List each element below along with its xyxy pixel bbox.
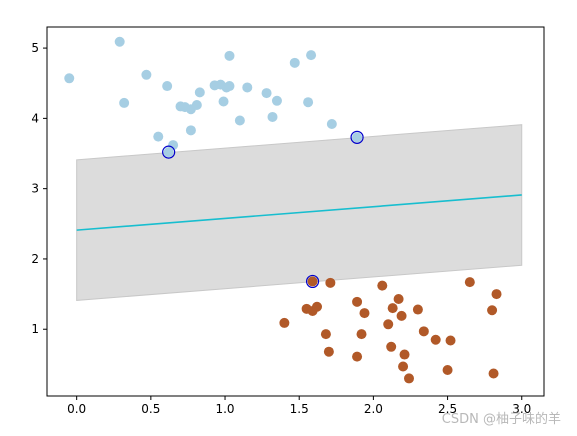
csdn-watermark: CSDN @柚子味的羊	[441, 412, 561, 427]
lower-cluster-point	[464, 277, 475, 288]
lower-cluster-point	[325, 277, 336, 288]
lower-cluster-point	[445, 335, 456, 346]
upper-cluster-point	[224, 81, 235, 92]
lower-cluster-point	[491, 289, 502, 300]
lower-cluster-point	[430, 334, 441, 345]
lower-cluster-point	[386, 341, 397, 352]
lower-cluster-point	[383, 319, 394, 330]
lower-cluster-point	[352, 296, 363, 307]
lower-cluster-point	[396, 310, 407, 321]
upper-cluster-point	[194, 87, 205, 98]
y-tick-label: 1	[31, 322, 39, 336]
lower-cluster-point	[442, 364, 453, 375]
lower-cluster-point	[320, 329, 331, 340]
x-tick-label: 1.5	[290, 402, 309, 416]
lower-cluster-point	[487, 305, 498, 316]
lower-cluster-point	[403, 373, 414, 384]
plot-area	[64, 36, 523, 384]
lower-cluster-point	[398, 361, 409, 372]
upper-cluster-point	[153, 131, 164, 142]
decision-boundary-line	[76, 194, 522, 231]
decision-line-layer	[76, 194, 522, 231]
lower-cluster-point	[387, 303, 398, 314]
upper-cluster-point	[185, 125, 196, 136]
x-tick-label: 1.0	[215, 402, 234, 416]
y-tick-label: 5	[31, 41, 39, 55]
lower-cluster-point	[412, 304, 423, 315]
y-axis-ticks: 1 2 3 4 5	[31, 41, 47, 336]
lower-cluster-point	[393, 294, 404, 305]
upper-cluster-point	[234, 115, 245, 126]
lower-cluster-point	[488, 368, 499, 379]
x-tick-label: 2.5	[438, 402, 457, 416]
x-tick-label: 2.0	[364, 402, 383, 416]
upper-cluster-point	[261, 88, 272, 99]
upper-cluster-point	[352, 132, 363, 143]
y-tick-label: 4	[31, 111, 39, 125]
lower-cluster-point	[359, 308, 370, 319]
x-tick-label: 0.5	[141, 402, 160, 416]
axes-frame	[46, 26, 545, 397]
upper-cluster-point	[326, 118, 337, 129]
upper-cluster-point	[271, 95, 282, 106]
support-vector-marker	[350, 130, 364, 144]
lower-cluster-point	[356, 329, 367, 340]
lower-cluster-point	[307, 276, 318, 287]
upper-cluster-point	[218, 96, 229, 107]
support-vectors-layer	[162, 130, 364, 289]
lower-cluster-point	[399, 349, 410, 360]
upper-cluster-point	[303, 97, 314, 108]
support-vector-marker	[305, 274, 320, 289]
lower-cluster-point	[377, 280, 388, 291]
upper-cluster-point	[119, 97, 130, 108]
upper-cluster-point	[64, 73, 75, 84]
x-tick-label: 3.0	[512, 402, 531, 416]
y-tick-label: 3	[31, 182, 39, 196]
upper-cluster-point	[114, 36, 125, 47]
upper-cluster-point	[242, 82, 253, 93]
upper-cluster-point	[141, 69, 152, 80]
support-vector-marker	[162, 145, 176, 159]
upper-cluster-point	[224, 50, 235, 61]
lower-cluster-point	[323, 346, 334, 357]
points-layer	[64, 36, 502, 384]
upper-cluster-point	[191, 100, 202, 111]
lower-cluster-point	[312, 301, 323, 312]
upper-cluster-point	[163, 147, 174, 158]
lower-cluster-point	[352, 351, 363, 362]
x-axis-ticks: 0.0 0.5 1.0 1.5 2.0 2.5 3.0	[67, 396, 531, 416]
upper-cluster-point	[162, 81, 173, 92]
y-tick-label: 2	[31, 252, 39, 266]
upper-cluster-point	[289, 57, 300, 68]
lower-cluster-point	[279, 317, 290, 328]
upper-cluster-point	[306, 50, 317, 61]
x-tick-label: 0.0	[67, 402, 86, 416]
upper-cluster-point	[267, 111, 278, 122]
lower-cluster-point	[418, 326, 429, 337]
